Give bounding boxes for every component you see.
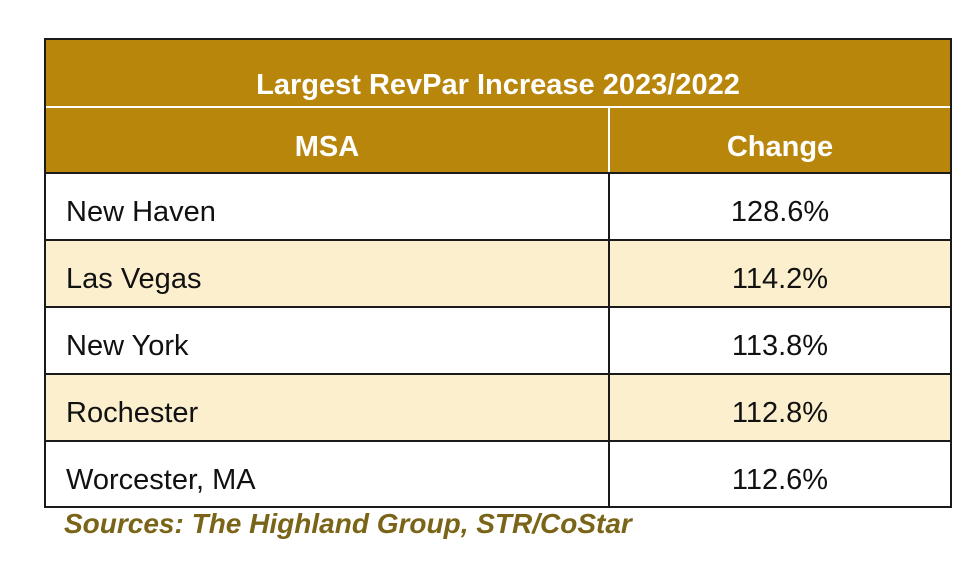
change-cell: 112.8% xyxy=(731,397,829,429)
change-cell: 128.6% xyxy=(730,196,830,228)
table-row: Las Vegas 114.2% xyxy=(46,241,950,308)
msa-cell: Las Vegas xyxy=(46,241,610,306)
revpar-table: Largest RevPar Increase 2023/2022 MSA Ch… xyxy=(44,38,952,508)
change-cell: 113.8% xyxy=(731,330,829,362)
column-header-msa: MSA xyxy=(46,108,610,172)
table-row: New York 113.8% xyxy=(46,308,950,375)
msa-cell: Rochester xyxy=(46,375,610,440)
column-header-change: Change xyxy=(726,130,834,163)
msa-cell: New York xyxy=(46,308,610,373)
change-cell: 114.2% xyxy=(731,263,829,295)
msa-cell: New Haven xyxy=(46,174,610,239)
msa-cell: Worcester, MA xyxy=(46,442,610,506)
table-row: Worcester, MA 112.6% xyxy=(46,442,950,506)
table-title: Largest RevPar Increase 2023/2022 xyxy=(46,40,950,108)
table-row: New Haven 128.6% xyxy=(46,174,950,241)
source-note: Sources: The Highland Group, STR/CoStar xyxy=(64,508,632,539)
change-cell: 112.6% xyxy=(731,463,829,496)
table-row: Rochester 112.8% xyxy=(46,375,950,442)
table-header-row: MSA Change xyxy=(46,108,950,174)
